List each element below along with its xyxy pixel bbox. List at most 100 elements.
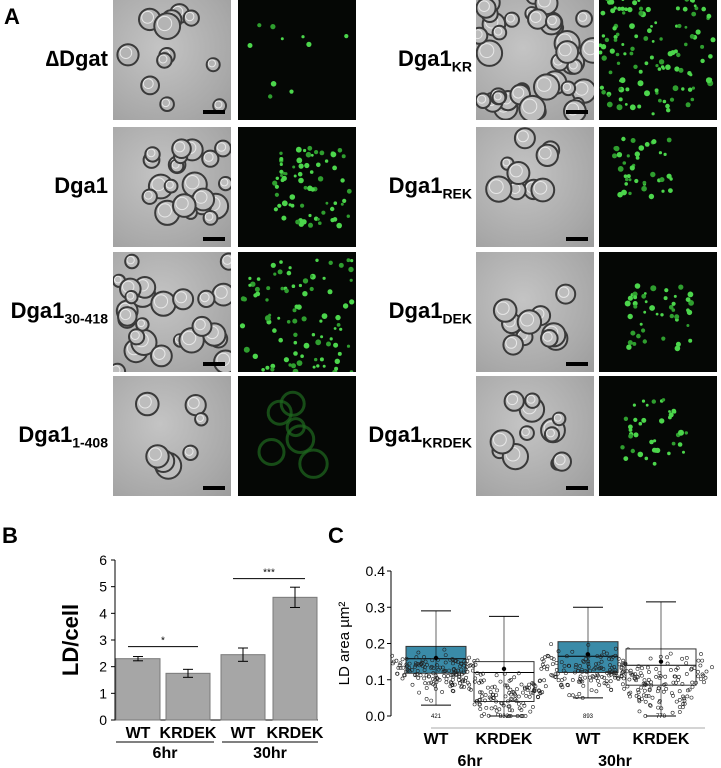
lipid-droplet (349, 370, 354, 372)
category-label: WT (126, 725, 151, 742)
lipid-droplet (293, 340, 298, 345)
cell-halo (506, 13, 515, 23)
lipid-droplet (289, 194, 296, 200)
lipid-droplet (655, 312, 659, 316)
cell-halo (509, 164, 523, 178)
lipid-droplet (280, 37, 284, 41)
swarm-point (604, 651, 609, 656)
lipid-droplet (659, 418, 665, 424)
swarm-point (462, 684, 467, 689)
lipid-droplet (633, 64, 638, 70)
lipid-droplet (298, 221, 304, 227)
swarm-point (507, 708, 512, 713)
lipid-droplet (341, 154, 346, 159)
swarm-point (471, 664, 476, 668)
lipid-droplet (293, 351, 298, 356)
swarm-point (455, 660, 460, 665)
swarm-point (621, 676, 626, 681)
swarm-point (480, 694, 484, 699)
swarm-point (699, 677, 703, 682)
swarm-point (559, 682, 564, 687)
lipid-droplet (255, 291, 261, 297)
swarm-point (528, 690, 533, 695)
lipid-droplet (319, 150, 325, 156)
swarm-point (404, 669, 408, 674)
yeast-cell (117, 306, 138, 327)
swarm-point (574, 663, 579, 667)
swarm-point (543, 684, 548, 689)
cell-halo (505, 337, 518, 349)
swarm-point (477, 702, 482, 707)
swarm-point (420, 658, 425, 663)
swarm-point (627, 677, 632, 682)
swarm-point (692, 666, 697, 671)
swarm-point (494, 699, 499, 704)
lipid-droplet (349, 299, 355, 305)
swarm-point (554, 661, 559, 665)
lipid-droplet (627, 340, 633, 346)
lipid-droplet (273, 272, 277, 276)
lipid-droplet (686, 324, 690, 327)
lipid-droplet (279, 162, 283, 166)
lipid-droplet (705, 77, 712, 84)
lipid-droplet (333, 327, 337, 330)
lipid-droplet (346, 258, 351, 263)
swarm-point (508, 687, 513, 692)
swarm-point (608, 668, 612, 672)
lipid-droplet (651, 112, 655, 116)
cell-halo (196, 414, 204, 422)
swarm-point (684, 661, 689, 666)
lipid-droplet (669, 97, 675, 102)
lipid-droplet (654, 88, 659, 93)
swarm-point (559, 660, 564, 665)
cell-halo (488, 179, 504, 194)
strain-name: ∆Dgat (45, 46, 108, 71)
swarm-point (664, 686, 669, 691)
lipid-droplet (678, 429, 684, 436)
lipid-droplet (688, 300, 694, 306)
yeast-cell (191, 315, 213, 337)
swarm-point (431, 666, 436, 671)
swarm-point (426, 674, 431, 679)
lipid-droplet (681, 87, 685, 91)
lipid-droplet (688, 338, 693, 343)
swarm-point (457, 671, 462, 676)
lipid-droplet (599, 43, 603, 48)
cell-halo (506, 393, 519, 406)
bar (272, 596, 318, 721)
lipid-droplet (279, 390, 306, 417)
swarm-point (696, 674, 701, 679)
swarm-point (602, 675, 607, 680)
swarm-point (621, 662, 626, 667)
lipid-droplet (629, 104, 636, 111)
yeast-cell (545, 13, 563, 31)
swarm-point (588, 675, 592, 680)
lipid-droplet (616, 152, 623, 158)
lipid-droplet (240, 296, 246, 302)
lipid-droplet (654, 21, 658, 25)
cell-halo (199, 292, 210, 303)
lipid-droplet (280, 174, 283, 177)
swarm-point (433, 677, 438, 682)
yeast-cell (128, 328, 146, 346)
swarm-point (510, 708, 515, 713)
swarm-point (507, 714, 511, 718)
swarm-point (621, 661, 626, 666)
lipid-droplet (279, 260, 283, 264)
cell-halo (478, 0, 490, 12)
y-tick-label: 0 (99, 712, 107, 728)
swarm-point (456, 677, 461, 682)
swarm-point (489, 706, 494, 711)
lipid-droplet (650, 171, 656, 178)
yeast-cell (518, 94, 547, 120)
swarm-point (597, 683, 602, 687)
lipid-droplet (641, 399, 646, 403)
mean-marker (585, 652, 591, 657)
yeast-cell (491, 24, 508, 41)
swarm-point (446, 673, 450, 678)
swarm-point (391, 659, 396, 664)
swarm-point (625, 684, 630, 689)
swarm-point (413, 664, 417, 669)
lipid-droplet (695, 29, 701, 35)
